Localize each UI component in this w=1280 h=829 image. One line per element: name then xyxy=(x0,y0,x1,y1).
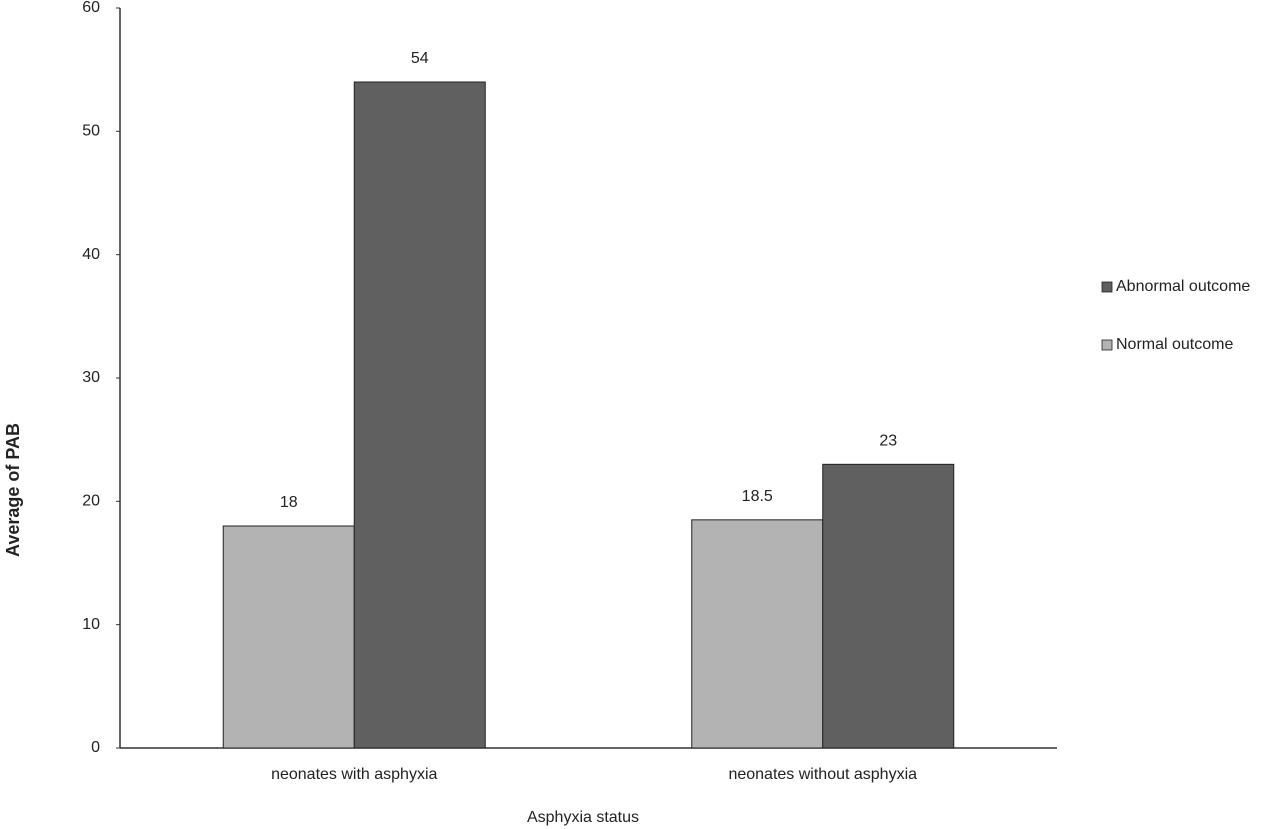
y-tick-label: 10 xyxy=(82,616,100,633)
legend-label: Normal outcome xyxy=(1116,336,1233,353)
x-tick-label: neonates without asphyxia xyxy=(728,766,917,783)
y-tick-label: 40 xyxy=(82,246,100,263)
data-label: 23 xyxy=(879,433,897,450)
data-label: 18 xyxy=(280,494,298,511)
x-axis-label: Asphyxia status xyxy=(527,809,639,826)
y-tick-label: 0 xyxy=(91,739,100,756)
y-axis-label: Average of PAB xyxy=(3,423,23,557)
y-tick-label: 50 xyxy=(82,123,100,140)
x-tick-label: neonates with asphyxia xyxy=(271,766,437,783)
data-label: 54 xyxy=(411,50,429,67)
y-tick-label: 30 xyxy=(82,369,100,386)
y-tick-label: 60 xyxy=(82,0,100,16)
bar xyxy=(353,81,486,749)
bar xyxy=(822,463,955,749)
legend-swatch xyxy=(1101,339,1113,351)
legend-swatch xyxy=(1101,281,1113,293)
bar xyxy=(222,525,355,749)
bar xyxy=(691,519,824,749)
data-label: 18.5 xyxy=(742,488,773,505)
legend-label: Abnormal outcome xyxy=(1116,278,1250,295)
y-tick-label: 20 xyxy=(82,493,100,510)
